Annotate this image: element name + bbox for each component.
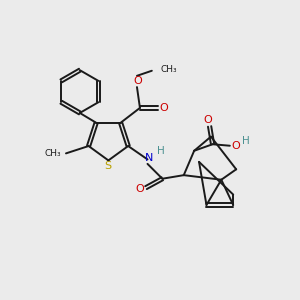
Text: O: O: [204, 116, 212, 125]
Text: H: H: [242, 136, 250, 146]
Text: O: O: [159, 103, 168, 113]
Text: N: N: [145, 153, 154, 163]
Text: S: S: [104, 161, 111, 171]
Text: CH₃: CH₃: [44, 149, 61, 158]
Text: O: O: [133, 76, 142, 86]
Text: H: H: [157, 146, 165, 156]
Text: CH₃: CH₃: [160, 65, 177, 74]
Text: O: O: [136, 184, 144, 194]
Text: O: O: [231, 141, 240, 151]
